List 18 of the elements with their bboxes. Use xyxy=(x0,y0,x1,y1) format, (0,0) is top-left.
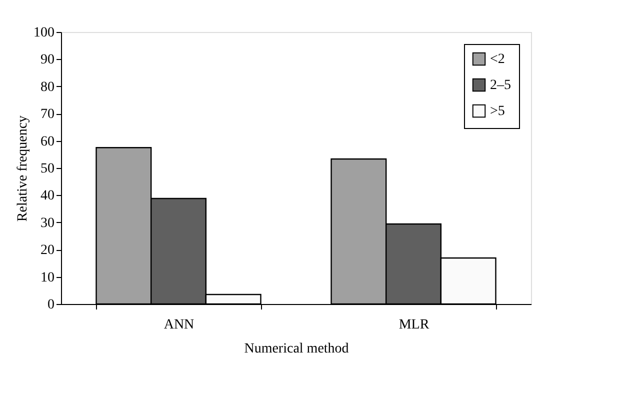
y-tick-label: 0 xyxy=(48,298,54,312)
y-tick-label: 10 xyxy=(40,270,54,286)
y-tick-label: 40 xyxy=(40,188,54,204)
x-tick-label: ANN xyxy=(164,318,194,332)
legend-label: 2–5 xyxy=(490,78,511,93)
y-tick-label: 80 xyxy=(40,80,54,95)
x-tick-label: MLR xyxy=(398,318,430,332)
y-axis-title: Relative frequency xyxy=(16,115,30,222)
legend-label: <2 xyxy=(490,52,505,67)
y-tick-label: 50 xyxy=(40,162,54,176)
legend-label: >5 xyxy=(490,104,505,119)
y-tick-label: 30 xyxy=(40,216,54,231)
x-axis-title: Numerical method xyxy=(244,342,349,356)
y-tick-label: 100 xyxy=(34,26,54,40)
y-tick-label: 60 xyxy=(40,134,54,150)
y-tick-label: 70 xyxy=(40,107,54,122)
y-tick-label: 90 xyxy=(40,52,54,68)
y-tick-label: 20 xyxy=(40,243,54,258)
